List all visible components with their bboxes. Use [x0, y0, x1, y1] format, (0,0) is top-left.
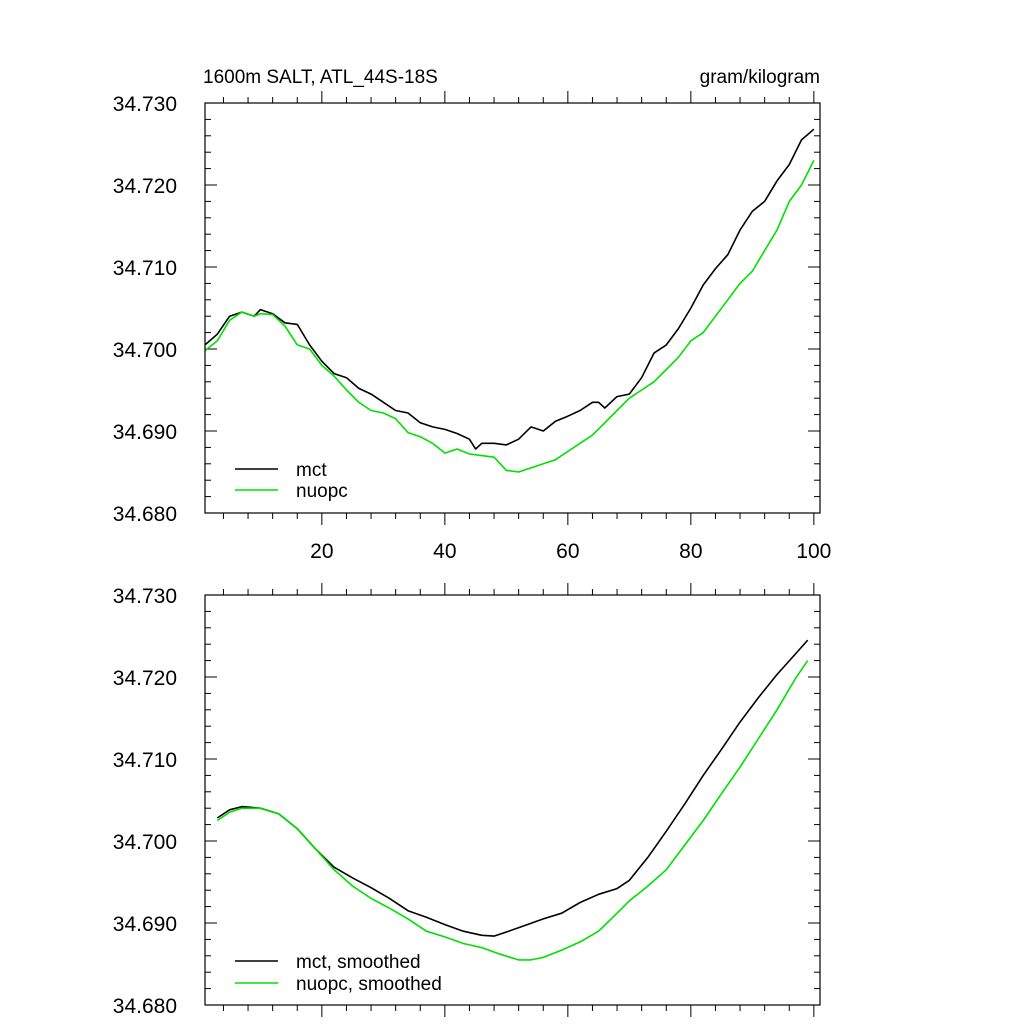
- xtick-label: 60: [556, 540, 579, 563]
- ytick-label: 34.680: [113, 995, 177, 1018]
- ytick-label: 34.730: [113, 585, 177, 608]
- top-units-label: gram/kilogram: [700, 67, 820, 88]
- ytick-label: 34.680: [113, 503, 177, 526]
- ytick-label: 34.690: [113, 421, 177, 444]
- series-line-nuopc: [204, 160, 815, 473]
- ytick-label: 34.720: [113, 175, 177, 198]
- bottom-legend: mct, smoothed nuopc, smoothed: [235, 952, 442, 995]
- top-series-layer: [204, 128, 815, 473]
- series-line-mct-smoothed: [216, 639, 809, 937]
- top-legend-label-mct: mct: [296, 460, 327, 481]
- top-legend-label-nuopc: nuopc: [296, 481, 348, 502]
- bottom-plot-frame: [204, 594, 821, 1006]
- bottom-ytick-labels: 34.680 34.690 34.700 34.710 34.720 34.730: [113, 585, 177, 1018]
- bottom-panel: 34.680 34.690 34.700 34.710 34.720 34.730 mct…: [113, 583, 821, 1018]
- xtick-label: 20: [310, 540, 333, 563]
- ytick-label: 34.700: [113, 831, 177, 854]
- top-legend: mct nuopc: [235, 460, 348, 502]
- bottom-series-layer: [216, 639, 809, 961]
- ytick-label: 34.700: [113, 339, 177, 362]
- top-gridless-ticks: [205, 91, 820, 525]
- bottom-legend-label-nuopc-smoothed: nuopc, smoothed: [296, 974, 442, 995]
- xtick-label: 100: [796, 540, 831, 563]
- xtick-label: 40: [433, 540, 456, 563]
- ytick-label: 34.690: [113, 913, 177, 936]
- series-line-mct: [204, 128, 815, 450]
- top-chart-title: 1600m SALT, ATL_44S-18S: [203, 67, 438, 88]
- top-plot-frame: [204, 102, 821, 514]
- bottom-legend-label-mct-smoothed: mct, smoothed: [296, 952, 421, 973]
- top-panel: 1600m SALT, ATL_44S-18S gram/kilogram 34…: [113, 67, 832, 563]
- ytick-label: 34.710: [113, 749, 177, 772]
- ytick-label: 34.710: [113, 257, 177, 280]
- ytick-label: 34.730: [113, 93, 177, 116]
- ytick-label: 34.720: [113, 667, 177, 690]
- series-line-nuopc-smoothed: [216, 660, 809, 961]
- top-xtick-labels: 20 40 60 80 100: [310, 540, 831, 563]
- bottom-ticks: [205, 583, 820, 1017]
- top-ytick-labels: 34.680 34.690 34.700 34.710 34.720 34.730: [113, 93, 177, 526]
- xtick-label: 80: [679, 540, 702, 563]
